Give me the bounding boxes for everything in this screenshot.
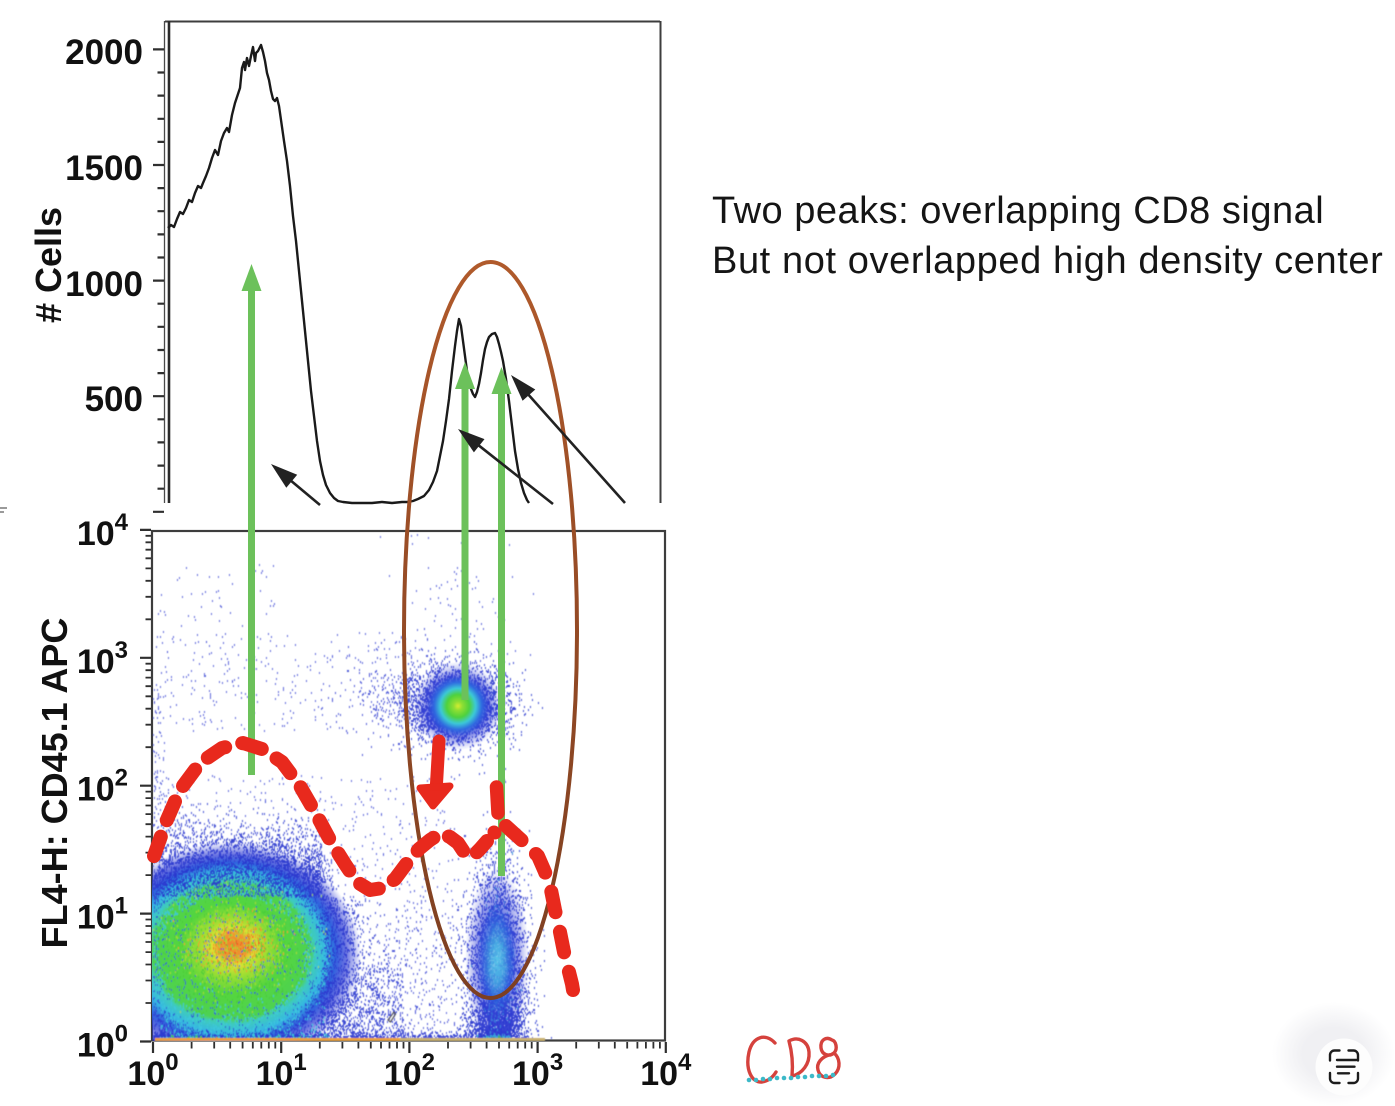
svg-text:Two peaks: overlapping CD8 sig: Two peaks: overlapping CD8 signal xyxy=(712,190,1324,232)
svg-text:500: 500 xyxy=(85,380,143,419)
svg-text:1000: 1000 xyxy=(65,265,143,304)
svg-text:2000: 2000 xyxy=(65,33,143,72)
svg-text:# Cells: # Cells xyxy=(28,207,69,323)
svg-text:FL4-H: CD45.1 APC: FL4-H: CD45.1 APC xyxy=(34,618,75,949)
svg-text:1500: 1500 xyxy=(65,149,143,188)
svg-text:But not overlapped high densit: But not overlapped high density center xyxy=(712,240,1383,282)
